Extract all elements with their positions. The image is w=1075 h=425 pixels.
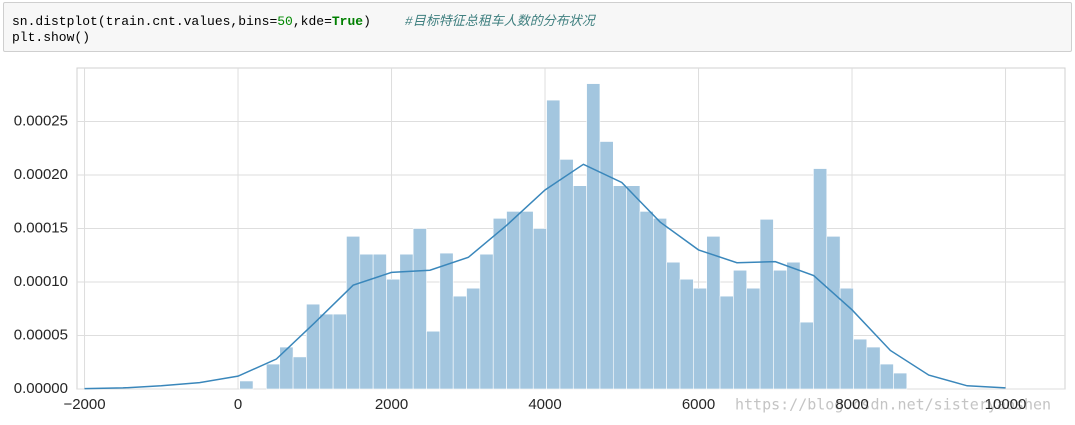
histogram-bar xyxy=(572,185,587,390)
y-tick-label: 0.00010 xyxy=(14,273,68,290)
code: ) xyxy=(363,14,371,29)
histogram-bar xyxy=(866,346,881,390)
histogram-bar xyxy=(532,228,547,390)
histogram-bar xyxy=(506,211,521,390)
histogram-bar xyxy=(773,269,788,390)
code: ,kde= xyxy=(292,14,332,29)
histogram-bar xyxy=(733,269,748,390)
histogram-bar xyxy=(693,287,707,390)
histogram-bar xyxy=(719,295,734,390)
code-number: 50 xyxy=(277,14,293,29)
code-keyword: True xyxy=(331,14,364,29)
histogram-bar xyxy=(879,363,894,390)
histogram-bar xyxy=(786,261,801,390)
histogram-bar xyxy=(426,330,441,390)
code-comment: #目标特征总租车人数的分布状况 xyxy=(404,14,595,29)
histogram-bar xyxy=(346,236,361,390)
histogram-bar xyxy=(759,218,774,390)
histogram-bar xyxy=(266,363,281,390)
histogram-bar xyxy=(399,253,414,390)
histogram-bar xyxy=(826,236,841,390)
x-tick-label: 6000 xyxy=(682,396,715,413)
y-tick-label: 0.00025 xyxy=(14,112,68,129)
x-tick-label: 2000 xyxy=(375,396,408,413)
code-line: plt.show() xyxy=(12,30,90,45)
histogram-bar xyxy=(386,278,401,390)
histogram-bar xyxy=(799,321,814,390)
histogram-bar xyxy=(492,218,507,390)
histogram-bar xyxy=(359,253,374,390)
histogram-bar xyxy=(546,99,561,390)
x-tick-label: 8000 xyxy=(835,396,868,413)
code: sn.distplot(train.cnt.values,bins= xyxy=(12,14,278,29)
histogram-bar xyxy=(746,287,761,390)
histogram-bar xyxy=(639,211,654,390)
histogram-bar xyxy=(839,287,854,390)
histogram-bar xyxy=(332,313,347,390)
histogram-bar xyxy=(893,372,908,390)
x-tick-label: 0 xyxy=(234,396,242,413)
histogram-bar xyxy=(666,261,681,390)
histogram-bar xyxy=(439,252,454,390)
histogram-bar xyxy=(559,159,574,390)
histogram-bar xyxy=(292,356,307,390)
histogram-bar xyxy=(452,295,467,390)
histogram-bar xyxy=(412,228,427,390)
histogram-bar xyxy=(519,211,534,390)
histogram-bar xyxy=(599,141,614,390)
histogram-bar xyxy=(586,83,601,390)
y-tick-label: 0.00020 xyxy=(14,166,68,183)
histogram-bar xyxy=(853,338,868,390)
code: plt.show() xyxy=(12,30,91,45)
histogram-bar xyxy=(306,303,321,390)
code-line: sn.distplot(train.cnt.values,bins=50,kde… xyxy=(12,10,595,29)
x-tick-label: 10000 xyxy=(985,396,1027,413)
watermark: https://blog.csdn.net/sisteryaoshen xyxy=(735,396,1051,414)
histogram-bar xyxy=(813,168,828,390)
histogram-bar xyxy=(706,236,721,390)
kde-line xyxy=(84,163,1006,390)
y-tick-label: 0.00015 xyxy=(14,219,68,236)
y-tick-label: 0.00000 xyxy=(14,380,68,397)
y-tick-label: 0.00005 xyxy=(14,326,68,343)
histogram-bar xyxy=(319,313,334,390)
code-cell[interactable]: sn.distplot(train.cnt.values,bins=50,kde… xyxy=(3,2,1072,52)
histogram-bar xyxy=(653,218,667,390)
x-tick-label: −2000 xyxy=(63,396,105,413)
histogram-bar xyxy=(626,185,641,390)
histogram-bar xyxy=(679,278,694,390)
histogram-bar xyxy=(239,380,254,390)
histogram-bar xyxy=(612,185,627,390)
histogram-bar xyxy=(466,287,481,390)
x-tick-label: 4000 xyxy=(528,396,561,413)
histogram-bar xyxy=(479,253,494,390)
